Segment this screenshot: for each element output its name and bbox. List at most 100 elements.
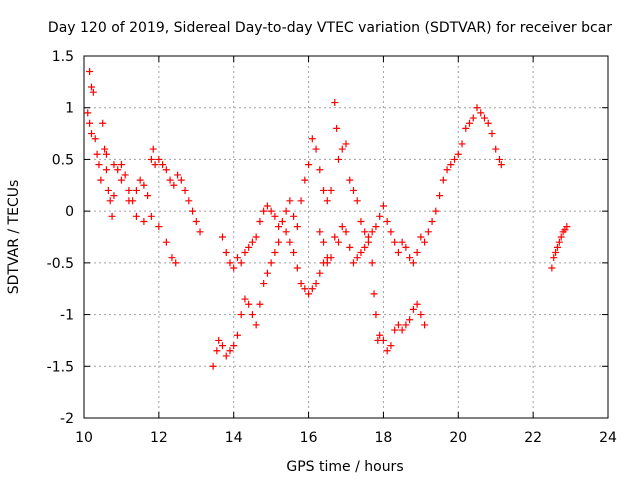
data-point [140, 181, 148, 189]
chart-title: Day 120 of 2019, Sidereal Day-to-day VTE… [48, 20, 612, 36]
data-point [497, 161, 505, 169]
data-point [370, 290, 378, 298]
data-point [488, 130, 496, 138]
data-point [327, 254, 335, 262]
data-point [379, 336, 387, 344]
data-point [282, 228, 290, 236]
data-point [364, 233, 372, 241]
data-point [86, 68, 94, 76]
data-point [387, 342, 395, 350]
data-point [417, 311, 425, 319]
data-point [290, 212, 298, 220]
data-point [114, 166, 122, 174]
y-tick-label: -1.5 [47, 359, 74, 375]
data-point [409, 305, 417, 313]
data-point [402, 321, 410, 329]
data-point [233, 254, 241, 262]
data-point [256, 300, 264, 308]
data-point [342, 140, 350, 148]
data-point [563, 223, 571, 231]
data-point [323, 197, 331, 205]
data-point [132, 186, 140, 194]
data-point [245, 300, 253, 308]
data-point [162, 238, 170, 246]
data-point [553, 243, 561, 251]
data-point [84, 109, 92, 117]
data-point [550, 254, 558, 262]
y-tick-label: -2 [60, 411, 74, 427]
data-point [121, 171, 129, 179]
data-point [417, 233, 425, 241]
x-tick-label: 14 [225, 430, 243, 446]
data-point [174, 171, 182, 179]
data-point [256, 217, 264, 225]
data-point [170, 181, 178, 189]
data-point [263, 269, 271, 277]
data-point [458, 140, 466, 148]
data-point [86, 119, 94, 127]
data-point [338, 145, 346, 153]
data-point [413, 249, 421, 257]
data-point [271, 249, 279, 257]
data-point [477, 109, 485, 117]
data-point [260, 280, 268, 288]
data-point [432, 207, 440, 215]
data-point [436, 192, 444, 200]
data-point [484, 119, 492, 127]
data-point [406, 316, 414, 324]
data-point [159, 161, 167, 169]
data-point [290, 249, 298, 257]
data-point [480, 114, 488, 122]
data-point [297, 280, 305, 288]
data-point [316, 228, 324, 236]
data-point [147, 212, 155, 220]
x-tick-label: 24 [599, 430, 617, 446]
x-tick-label: 18 [375, 430, 393, 446]
data-point [357, 217, 365, 225]
data-point [147, 155, 155, 163]
data-point [331, 233, 339, 241]
data-point [101, 145, 109, 153]
data-point [323, 259, 331, 267]
data-point [226, 259, 234, 267]
data-point [110, 161, 118, 169]
data-point [132, 212, 140, 220]
data-point [172, 259, 180, 267]
data-point [104, 186, 112, 194]
data-point [492, 145, 500, 153]
data-point [372, 223, 380, 231]
data-point [342, 228, 350, 236]
data-point [462, 124, 470, 132]
data-point [316, 166, 324, 174]
data-point [402, 243, 410, 251]
data-point [338, 223, 346, 231]
data-point [398, 238, 406, 246]
data-point [361, 228, 369, 236]
data-point [447, 161, 455, 169]
data-point [102, 150, 110, 158]
data-point [97, 176, 105, 184]
y-tick-label: 1 [65, 101, 74, 117]
data-point [237, 259, 245, 267]
data-point [320, 238, 328, 246]
data-point [95, 161, 103, 169]
data-point [151, 161, 159, 169]
data-point [192, 217, 200, 225]
data-point [413, 300, 421, 308]
data-point [166, 176, 174, 184]
data-point [125, 197, 133, 205]
data-point [305, 161, 313, 169]
data-point [144, 192, 152, 200]
data-point [248, 238, 256, 246]
data-point [177, 176, 185, 184]
data-point [357, 249, 365, 257]
data-point [376, 331, 384, 339]
data-point [136, 176, 144, 184]
data-point [406, 254, 414, 262]
data-point [293, 264, 301, 272]
data-point [233, 331, 241, 339]
data-point [168, 254, 176, 262]
data-point [346, 243, 354, 251]
data-point [222, 352, 230, 360]
